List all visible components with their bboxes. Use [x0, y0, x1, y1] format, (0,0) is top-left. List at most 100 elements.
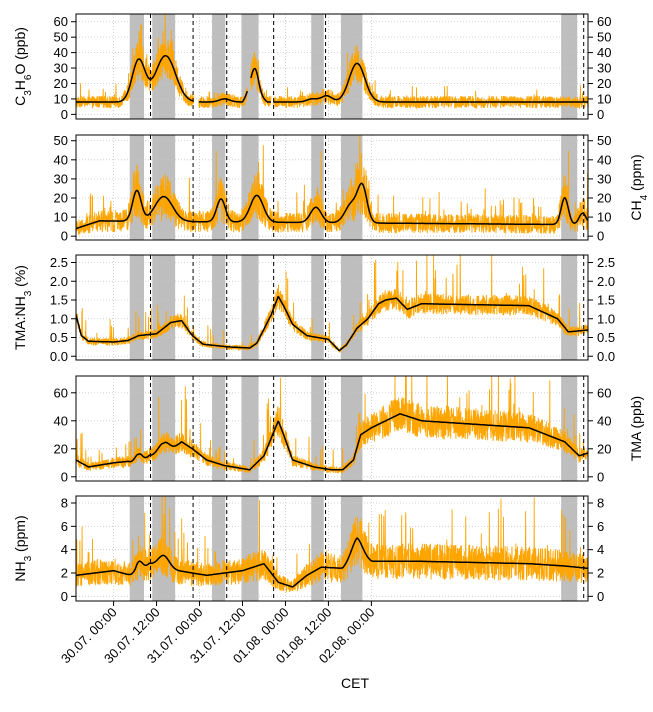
- panel-frame: [75, 13, 589, 120]
- y-tick-label-left: 8: [61, 496, 68, 511]
- y-tick-label-right: 60: [597, 385, 611, 400]
- shaded-interval: [152, 255, 176, 360]
- y-tick-label-right: 2.0: [597, 274, 615, 289]
- shaded-interval: [212, 496, 226, 601]
- shaded-interval: [340, 376, 363, 481]
- y-tick-label-left: 50: [54, 133, 68, 148]
- y-tick-label-left: 10: [54, 210, 68, 225]
- y-tick-label-right: 2: [597, 566, 604, 581]
- y-tick-label-right: 1.5: [597, 293, 615, 308]
- y-tick-label-left: 1.0: [50, 311, 68, 326]
- y-tick-label-right: 0: [597, 589, 604, 604]
- y-tick-label-left: 20: [54, 441, 68, 456]
- y-axis-title-right: TMA (ppb): [628, 396, 644, 461]
- shaded-interval: [129, 376, 145, 481]
- y-tick-label-left: 20: [54, 191, 68, 206]
- y-axis: 0 0 2 2 4 4 6 6 8 8: [61, 496, 604, 604]
- y-tick-label-right: 10: [597, 210, 611, 225]
- y-tick-label-left: 10: [54, 91, 68, 106]
- panel-frame: [75, 495, 589, 602]
- y-axis: 0 0 20 20 40 40 60 60: [54, 385, 612, 484]
- y-tick-label-right: 50: [597, 133, 611, 148]
- y-tick-label-right: 60: [597, 14, 611, 29]
- y-tick-label-right: 50: [597, 30, 611, 45]
- y-tick-label-left: 30: [54, 61, 68, 76]
- panel-ratio: 0.0 0.0 0.5 0.5 1.0 1.0 1.5 1.5 2.0 2.0 2.5 2.5 TMA:…: [12, 254, 615, 364]
- y-tick-label-right: 20: [597, 76, 611, 91]
- dashed-markers: [149, 496, 585, 601]
- series-smoothed-line: [76, 537, 588, 588]
- y-tick-label-left: 0: [61, 469, 68, 484]
- y-tick-label-right: 20: [597, 191, 611, 206]
- panel-frame: [75, 254, 589, 361]
- y-tick-label-left: 1.5: [50, 293, 68, 308]
- series-smoothed-line: [76, 182, 588, 230]
- y-tick-label-right: 40: [597, 45, 611, 60]
- shaded-interval: [212, 14, 226, 119]
- y-tick-label-left: 0: [61, 589, 68, 604]
- y-tick-label-left: 60: [54, 14, 68, 29]
- y-tick-label-left: 2.5: [50, 255, 68, 270]
- y-tick-label-left: 20: [54, 76, 68, 91]
- series-raw-line: [76, 496, 588, 593]
- series-raw-line: [76, 376, 588, 475]
- shaded-interval: [561, 135, 578, 240]
- y-tick-label-left: 2.0: [50, 274, 68, 289]
- y-tick-label-right: 2.5: [597, 255, 615, 270]
- y-tick-label-right: 0: [597, 107, 604, 122]
- y-tick-label-left: 40: [54, 413, 68, 428]
- y-axis: 0 0 10 10 20 20 30 30 40 40 50 50: [54, 133, 612, 243]
- y-tick-label-left: 2: [61, 566, 68, 581]
- panel-frame: [75, 375, 589, 482]
- y-tick-label-right: 1.0: [597, 311, 615, 326]
- panel-frame: [75, 134, 589, 241]
- y-tick-label-left: 0.0: [50, 349, 68, 364]
- y-tick-label-left: 60: [54, 385, 68, 400]
- y-axis-title-left: TMA:NH3 (%): [12, 265, 34, 350]
- shaded-interval: [311, 255, 324, 360]
- panel-nh3: 0 0 2 2 4 4 6 6 8 8 NH3 (ppm): [12, 495, 604, 604]
- shaded-interval: [212, 376, 226, 481]
- y-tick-label-right: 30: [597, 171, 611, 186]
- dashed-markers: [149, 14, 585, 119]
- y-tick-label-left: 0: [61, 229, 68, 244]
- dashed-markers: [149, 135, 585, 240]
- y-tick-label-right: 0: [597, 229, 604, 244]
- shaded-interval: [311, 496, 324, 601]
- y-tick-label-left: 50: [54, 30, 68, 45]
- shaded-interval: [561, 255, 578, 360]
- shaded-interval: [340, 255, 363, 360]
- y-axis: 0.0 0.0 0.5 0.5 1.0 1.0 1.5 1.5 2.0 2.0 2.5 2.5: [50, 255, 615, 364]
- y-tick-label-left: 0.5: [50, 330, 68, 345]
- y-tick-label-right: 6: [597, 519, 604, 534]
- y-tick-label-right: 20: [597, 441, 611, 456]
- shaded-interval: [561, 14, 578, 119]
- shaded-interval: [129, 496, 145, 601]
- series-smoothed-line: [76, 413, 588, 471]
- y-tick-label-right: 0: [597, 469, 604, 484]
- x-axis-title: CET: [341, 675, 369, 691]
- panel-ch4: 0 0 10 10 20 20 30 30 40 40 50 50 CH4 (ppm): [54, 133, 650, 243]
- y-tick-label-right: 40: [597, 413, 611, 428]
- y-axis-title-left: NH3 (ppm): [12, 515, 34, 581]
- y-axis-title-left: C3H6O (ppb): [12, 27, 34, 106]
- series-smoothed-line: [76, 296, 588, 352]
- y-tick-label-right: 0.0: [597, 349, 615, 364]
- y-tick-label-right: 0.5: [597, 330, 615, 345]
- y-tick-label-left: 0: [61, 107, 68, 122]
- y-tick-label-left: 4: [61, 542, 68, 557]
- y-tick-label-right: 30: [597, 61, 611, 76]
- shaded-interval: [241, 496, 259, 601]
- series-smoothed-line: [76, 54, 588, 103]
- y-tick-label-right: 40: [597, 152, 611, 167]
- series-raw-line: [76, 14, 588, 110]
- y-axis-title-right: CH4 (ppm): [628, 154, 650, 220]
- y-tick-label-left: 6: [61, 519, 68, 534]
- dashed-markers: [149, 255, 585, 360]
